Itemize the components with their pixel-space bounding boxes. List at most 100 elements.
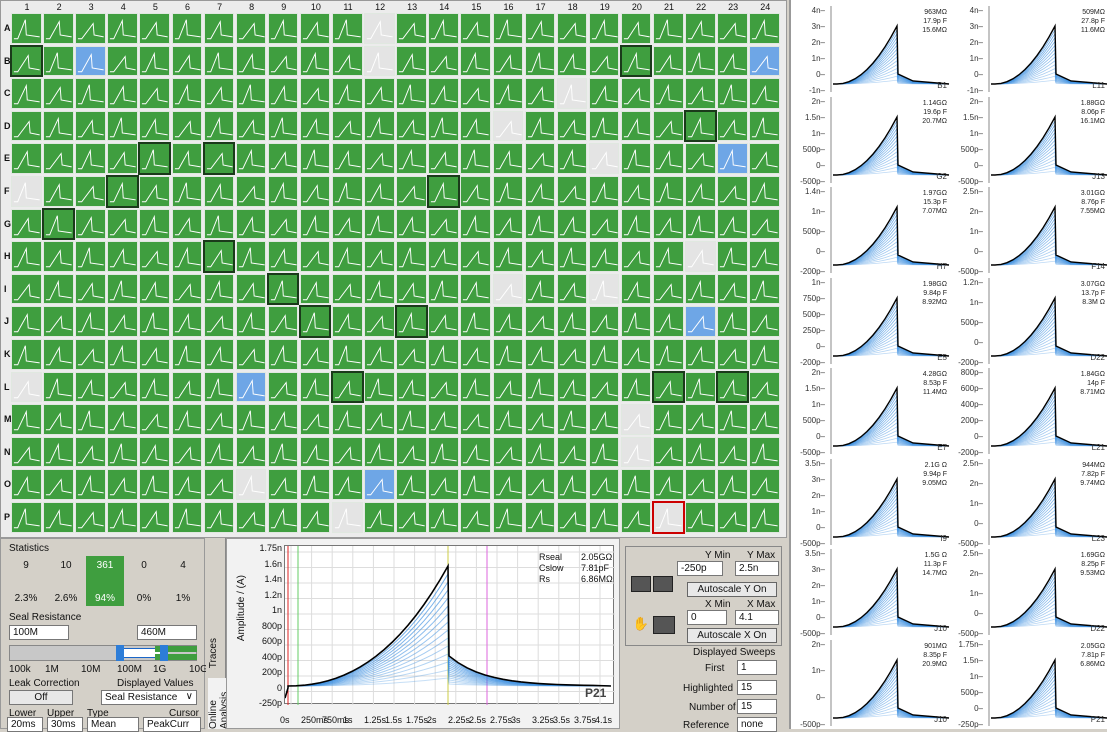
well-K3[interactable] [75,339,106,370]
well-N3[interactable] [75,436,106,468]
well-O4[interactable] [107,469,138,500]
well-I23[interactable] [717,273,748,305]
well-K7[interactable] [203,339,235,370]
well-K11[interactable] [332,339,363,370]
well-P4[interactable] [107,502,138,533]
well-P23[interactable] [717,502,748,533]
well-C5[interactable] [139,78,170,109]
well-C1[interactable] [11,78,42,109]
mini-trace-J13[interactable]: 2n– 1.5n– 1n– 500p– 0– -500p– 1.88GΩ 8.06p F 16.… [958,96,1107,186]
well-A6[interactable] [171,13,203,44]
well-B22[interactable] [685,45,716,77]
well-D11[interactable] [332,110,363,142]
well-N8[interactable] [235,436,267,468]
well-O20[interactable] [620,469,652,500]
well-I9[interactable] [266,272,300,306]
well-O23[interactable] [717,469,748,500]
well-B4[interactable] [107,45,138,77]
well-C16[interactable] [492,78,524,109]
well-G11[interactable] [332,208,363,240]
mini-trace-L11[interactable]: 4n– 3n– 2n– 1n– 0– -1n– 509MΩ 27.8p F 11.6MΩ L11 [961,6,1107,95]
well-F9[interactable] [267,176,299,207]
well-E9[interactable] [267,143,299,174]
well-B17[interactable] [524,45,556,77]
well-C7[interactable] [203,78,235,109]
well-M9[interactable] [267,404,299,435]
well-A4[interactable] [107,13,138,44]
well-A17[interactable] [524,13,556,44]
well-C12[interactable] [364,78,395,109]
well-D19[interactable] [588,110,620,142]
well-E16[interactable] [492,143,524,174]
well-F6[interactable] [171,176,203,207]
mini-trace-J10[interactable]: 2n– 1n– 0– -500p– 901MΩ 8.35p F 20.9MΩ J10 [800,639,953,729]
well-M22[interactable] [685,404,716,435]
well-H11[interactable] [332,241,363,272]
well-B13[interactable] [396,45,427,77]
well-L4[interactable] [107,371,138,403]
well-G2[interactable] [42,207,75,241]
ymax-input[interactable]: 2.5n [735,561,779,576]
well-G8[interactable] [235,208,267,240]
well-I3[interactable] [75,273,106,305]
well-F4[interactable] [106,175,139,208]
type-input[interactable]: Mean [87,717,139,732]
well-M21[interactable] [653,404,684,435]
trace-plot[interactable]: Rseal 2.05GΩ Cslow 7.81pF Rs 6.86MΩ P21 [284,545,615,705]
well-A5[interactable] [139,13,170,44]
xmax-input[interactable]: 4.1 [735,610,779,625]
well-O10[interactable] [299,469,331,500]
well-H23[interactable] [717,241,748,272]
well-O17[interactable] [524,469,556,500]
well-G22[interactable] [685,208,716,240]
well-B1[interactable] [10,44,43,78]
well-K14[interactable] [428,339,459,370]
well-C2[interactable] [43,78,74,109]
well-E18[interactable] [556,143,588,174]
well-E10[interactable] [299,143,331,174]
well-C15[interactable] [460,78,491,109]
well-I2[interactable] [43,273,74,305]
well-A12[interactable] [364,13,395,44]
well-B9[interactable] [267,45,299,77]
well-M15[interactable] [460,404,491,435]
well-M4[interactable] [107,404,138,435]
well-C6[interactable] [171,78,203,109]
well-P24[interactable] [749,502,780,533]
well-G21[interactable] [653,208,684,240]
well-K19[interactable] [588,339,620,370]
well-O16[interactable] [492,469,524,500]
well-N15[interactable] [460,436,491,468]
well-M20[interactable] [620,404,652,435]
well-J20[interactable] [620,306,652,337]
well-J19[interactable] [588,306,620,337]
well-E13[interactable] [396,143,427,174]
well-A23[interactable] [717,13,748,44]
well-G17[interactable] [524,208,556,240]
well-L2[interactable] [43,371,74,403]
well-L9[interactable] [267,371,299,403]
well-F22[interactable] [685,176,716,207]
well-H1[interactable] [11,241,42,272]
lower-input[interactable]: 20ms [7,717,43,732]
well-L12[interactable] [364,371,395,403]
well-E20[interactable] [620,143,652,174]
well-E23[interactable] [717,143,748,174]
well-J5[interactable] [139,306,170,337]
well-N13[interactable] [396,436,427,468]
well-N19[interactable] [588,436,620,468]
well-E3[interactable] [75,143,106,174]
well-J13[interactable] [395,305,428,338]
well-P16[interactable] [492,502,524,533]
well-K17[interactable] [524,339,556,370]
well-L20[interactable] [620,371,652,403]
well-C14[interactable] [428,78,459,109]
well-I11[interactable] [332,273,363,305]
well-I21[interactable] [653,273,684,305]
seal-lower-input[interactable]: 100M [9,625,69,640]
well-C11[interactable] [332,78,363,109]
well-P17[interactable] [524,502,556,533]
highlighted-input[interactable]: 15 [737,680,777,695]
zoom-xy-icon[interactable] [653,576,673,592]
well-C17[interactable] [524,78,556,109]
